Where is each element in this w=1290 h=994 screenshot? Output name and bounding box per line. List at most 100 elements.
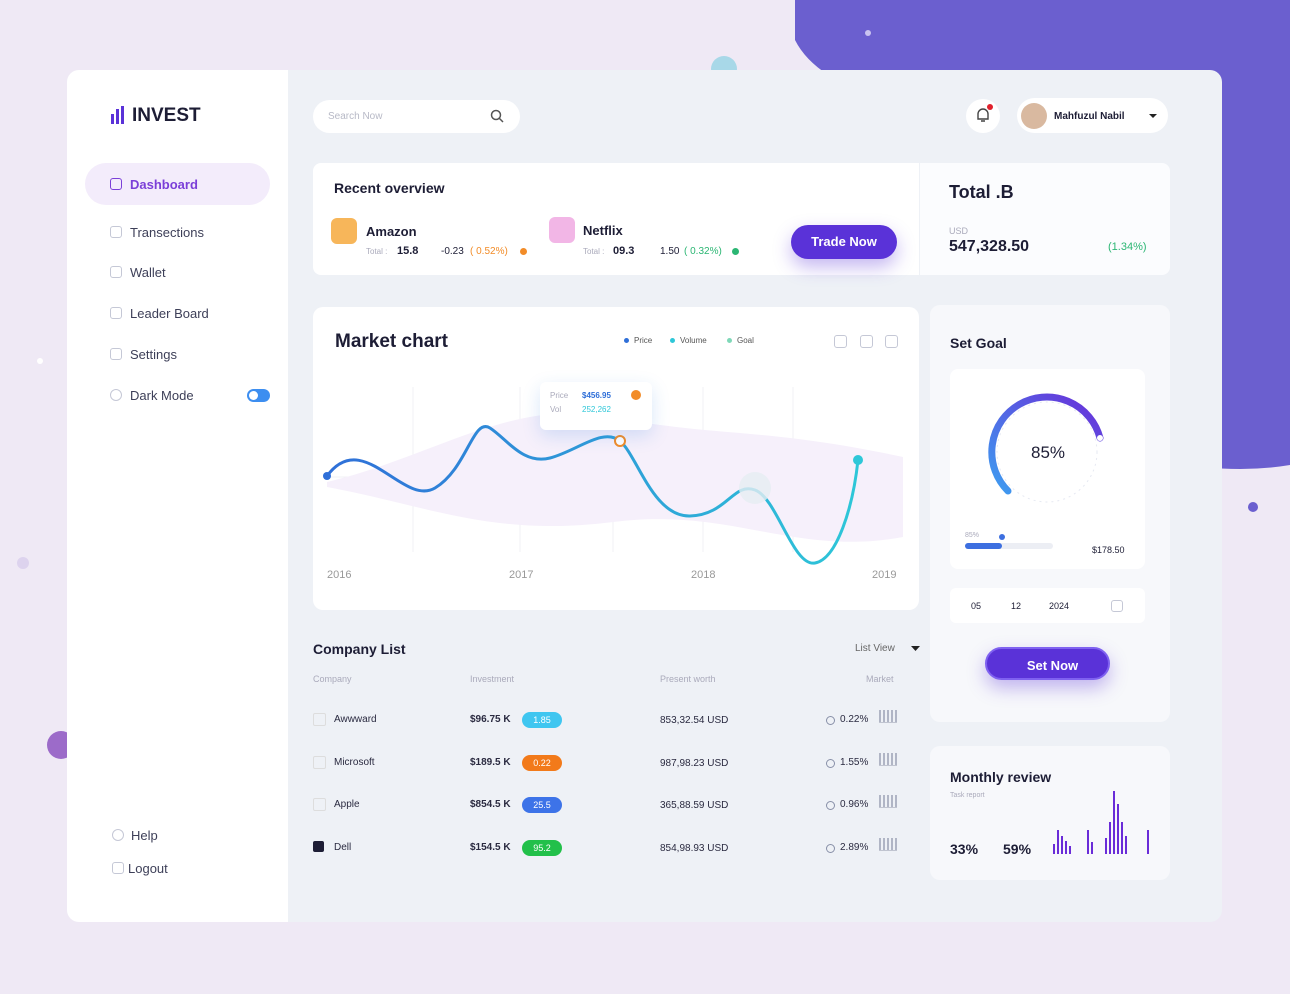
total-label: Total : [366,247,388,256]
nav-icon [112,862,124,874]
avatar [1021,103,1047,129]
market-pct: 0.22% [840,714,869,725]
checkbox[interactable] [313,840,324,852]
market-pct: 0.96% [840,799,869,810]
nav-active-bg [85,163,270,205]
date-month: 12 [1011,601,1022,611]
sidebar [67,70,288,922]
checkbox[interactable] [313,713,326,726]
column-header: Company [313,674,352,684]
search-placeholder: Search Now [328,111,383,122]
badge: 1.85 [522,712,562,728]
date-year: 2024 [1049,601,1070,611]
goal-title: Set Goal [950,335,1007,351]
total-change: (1.34%) [1108,241,1147,253]
market-dot [826,843,835,853]
goal-card: Set Goal 85% 85% $178.50 05 12 2024 Set … [930,305,1170,722]
review-bars [1053,791,1149,854]
point [853,455,863,465]
total-amount: 547,328.50 [949,238,1030,255]
nav-icon [110,307,122,319]
x-label: 2017 [509,569,534,581]
total-value: 15.8 [397,245,419,257]
review-title: Monthly review [950,769,1052,785]
toggle[interactable] [247,389,270,402]
x-label: 2016 [327,569,352,581]
nav-item[interactable]: Wallet [130,265,166,280]
gauge [965,393,1104,549]
checkbox[interactable] [313,755,326,769]
tooltip-label: Price [550,391,569,400]
tooltip-dot [631,390,641,400]
market-bars [879,795,897,808]
company-name: Apple [334,799,360,810]
calendar-icon[interactable] [1111,600,1123,612]
trade-button[interactable]: Trade Now [791,225,897,259]
legend-item: Goal [737,336,754,345]
company-name: Amazon [366,224,417,239]
nav-item[interactable]: Leader Board [130,306,209,321]
dropdown-arrow [1149,114,1157,118]
netflix-logo [549,217,575,243]
company-row[interactable]: Awwward $96.75 K 1.85 853,32.54 USD 0.22% [313,710,903,730]
search-icon [490,109,504,123]
company-name: Awwward [334,714,377,725]
nav-item[interactable]: Transections [130,225,204,240]
search-box[interactable] [313,100,520,133]
dot [865,30,871,36]
nav-item[interactable]: Help [131,828,158,843]
present-worth: 854,98.93 USD [660,842,729,854]
tool-icon[interactable] [885,335,898,348]
market-chart [323,387,903,565]
notification-button[interactable] [966,99,1000,133]
logo-icon [111,106,124,124]
goal-marker [739,472,771,504]
review-stat: 59% [1003,841,1032,857]
list-title: Company List [313,641,406,657]
dot [1248,502,1258,512]
column-header: Present worth [660,674,716,684]
company-row[interactable]: Dell $154.5 K 95.2 854,98.93 USD 2.89% [313,837,903,858]
investment: $154.5 K [470,841,511,853]
status-dot [732,248,739,255]
change-pct: ( 0.32%) [684,246,722,257]
company-row[interactable]: Apple $854.5 K 25.5 365,88.59 USD 0.96% [313,795,903,815]
nav-icon [112,829,124,841]
column-header: Investment [470,674,515,684]
legend-item: Volume [680,336,707,345]
tool-icon[interactable] [860,335,873,348]
total-card [920,163,1170,275]
company-name: Microsoft [334,756,375,768]
set-button[interactable]: Set Now [985,647,1110,680]
present-worth: 987,98.23 USD [660,757,729,769]
point [614,435,626,447]
date-picker[interactable] [950,588,1145,623]
user-name: Mahfuzul Nabil [1054,111,1125,122]
tooltip-value: $456.95 [582,391,611,400]
nav-item[interactable]: Settings [130,347,177,362]
nav-item[interactable]: Dashboard [130,177,198,192]
investment: $854.5 K [470,799,511,810]
view-select[interactable]: List View [855,643,895,654]
brand: INVEST [132,105,201,126]
tooltip-value: 252,262 [582,405,611,414]
slider-fill [965,543,1002,549]
market-dot [826,758,835,768]
company-row[interactable]: Microsoft $189.5 K 0.22 987,98.23 USD 1.55% [313,752,903,773]
point [323,472,331,480]
nav-item[interactable]: Logout [128,861,168,876]
badge: 25.5 [522,797,562,813]
market-bars [879,752,897,766]
gauge-arc [988,393,1104,495]
market-pct: 2.89% [840,841,869,853]
tool-icon[interactable] [834,335,847,348]
market-bars [879,837,897,851]
company-name: Dell [334,841,352,853]
dropdown-arrow [911,646,920,651]
gauge-percent: 85% [1031,443,1066,462]
slider-knob[interactable] [999,534,1005,540]
bell-icon [977,104,993,122]
checkbox[interactable] [313,798,326,811]
chart-title: Market chart [335,331,448,352]
review-stat: 33% [950,841,979,857]
